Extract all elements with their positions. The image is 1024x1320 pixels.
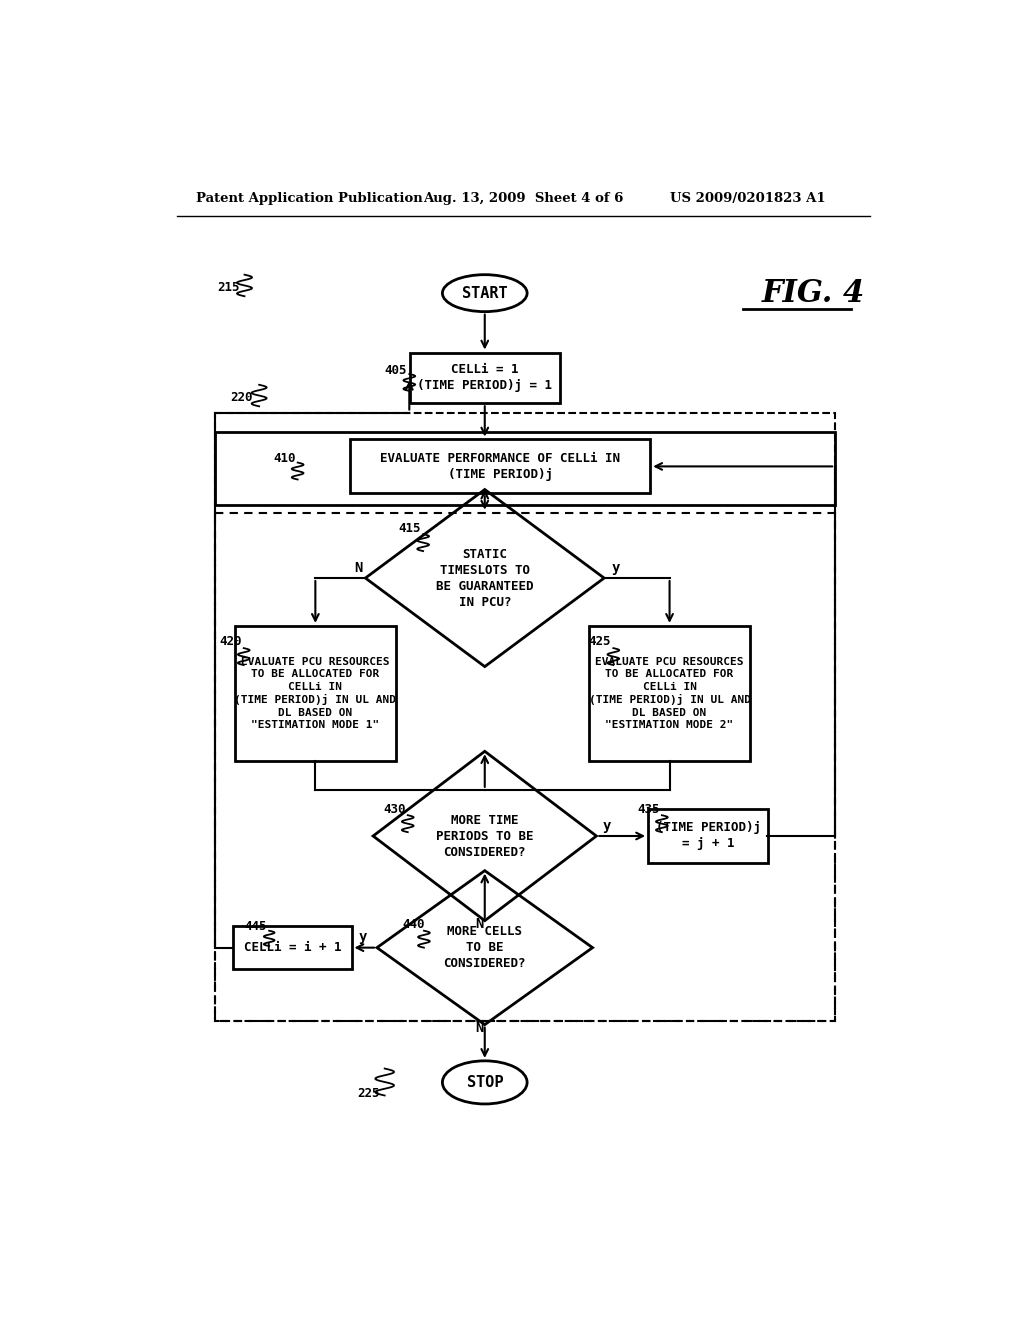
Text: 220: 220 — [230, 391, 253, 404]
Text: 215: 215 — [217, 281, 240, 294]
Text: N: N — [475, 917, 483, 932]
Text: Patent Application Publication: Patent Application Publication — [196, 191, 423, 205]
Text: 415: 415 — [398, 521, 421, 535]
Text: CELLi = 1
(TIME PERIOD)j = 1: CELLi = 1 (TIME PERIOD)j = 1 — [417, 363, 552, 392]
Text: Aug. 13, 2009  Sheet 4 of 6: Aug. 13, 2009 Sheet 4 of 6 — [423, 191, 624, 205]
Text: MORE CELLS
TO BE
CONSIDERED?: MORE CELLS TO BE CONSIDERED? — [443, 925, 526, 970]
Text: US 2009/0201823 A1: US 2009/0201823 A1 — [670, 191, 825, 205]
Text: 435: 435 — [637, 803, 659, 816]
Text: START: START — [462, 285, 508, 301]
Text: CELLi = i + 1: CELLi = i + 1 — [244, 941, 341, 954]
Text: 430: 430 — [383, 803, 406, 816]
Text: 425: 425 — [589, 635, 611, 648]
Text: STATIC
TIMESLOTS TO
BE GUARANTEED
IN PCU?: STATIC TIMESLOTS TO BE GUARANTEED IN PCU… — [436, 548, 534, 609]
Text: EVALUATE PCU RESOURCES
TO BE ALLOCATED FOR
CELLi IN
(TIME PERIOD)j IN UL AND
DL : EVALUATE PCU RESOURCES TO BE ALLOCATED F… — [234, 657, 396, 730]
Text: MORE TIME
PERIODS TO BE
CONSIDERED?: MORE TIME PERIODS TO BE CONSIDERED? — [436, 813, 534, 858]
Text: y: y — [602, 818, 611, 833]
Text: EVALUATE PCU RESOURCES
TO BE ALLOCATED FOR
CELLi IN
(TIME PERIOD)j IN UL AND
DL : EVALUATE PCU RESOURCES TO BE ALLOCATED F… — [589, 657, 751, 730]
Text: 445: 445 — [245, 920, 267, 933]
Text: 440: 440 — [402, 917, 425, 931]
Text: STOP: STOP — [467, 1074, 503, 1090]
Text: 225: 225 — [357, 1088, 380, 1101]
Text: y: y — [611, 561, 621, 576]
Text: 405: 405 — [385, 363, 408, 376]
Text: 410: 410 — [273, 453, 296, 465]
Text: (TIME PERIOD)j
= j + 1: (TIME PERIOD)j = j + 1 — [655, 821, 761, 850]
Text: N: N — [354, 561, 362, 576]
Text: N: N — [475, 1022, 483, 1035]
Text: EVALUATE PERFORMANCE OF CELLi IN
(TIME PERIOD)j: EVALUATE PERFORMANCE OF CELLi IN (TIME P… — [380, 451, 621, 480]
Text: y: y — [358, 931, 367, 945]
Text: FIG. 4: FIG. 4 — [762, 277, 865, 309]
Text: 420: 420 — [219, 635, 242, 648]
